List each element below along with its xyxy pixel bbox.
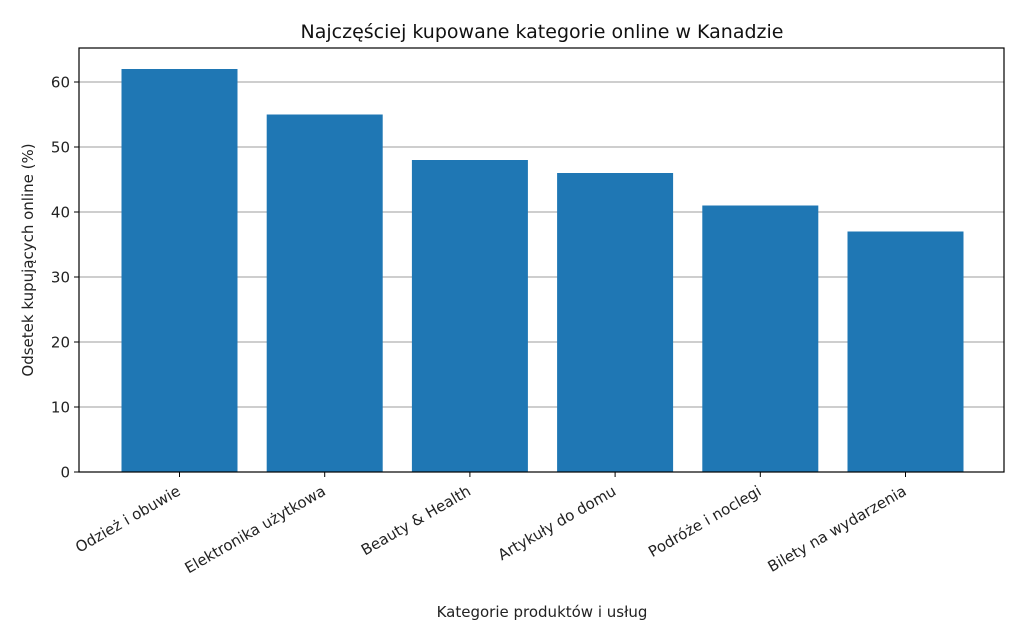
x-tick-label: Bilety na wydarzenia bbox=[765, 482, 910, 576]
bar bbox=[557, 173, 674, 472]
bar bbox=[266, 114, 383, 472]
chart-title: Najczęściej kupowane kategorie online w … bbox=[301, 21, 784, 43]
x-tick-label: Beauty & Health bbox=[358, 482, 474, 559]
y-tick-label: 60 bbox=[51, 74, 70, 92]
bars bbox=[121, 69, 964, 472]
x-tick-label: Elektronika użytkowa bbox=[182, 482, 329, 577]
y-tick-label: 10 bbox=[51, 399, 70, 417]
bar bbox=[847, 231, 964, 472]
x-tick-label: Podróże i noclegi bbox=[645, 482, 764, 561]
x-axis-title: Kategorie produktów i usług bbox=[437, 603, 648, 621]
x-tick-label: Artykuły do domu bbox=[495, 482, 619, 564]
y-tick-label: 50 bbox=[51, 139, 70, 157]
bar bbox=[702, 205, 819, 472]
y-axis-ticks: 0 10 20 30 40 50 60 bbox=[51, 74, 79, 482]
bar bbox=[121, 69, 238, 472]
y-tick-label: 20 bbox=[51, 334, 70, 352]
y-axis-title: Odsetek kupujących online (%) bbox=[19, 143, 37, 376]
y-tick-label: 0 bbox=[60, 464, 70, 482]
bar bbox=[411, 160, 528, 472]
x-tick-label: Odzież i obuwie bbox=[72, 482, 183, 557]
y-tick-label: 30 bbox=[51, 269, 70, 287]
plot-frame bbox=[78, 47, 1005, 473]
y-tick-label: 40 bbox=[51, 204, 70, 222]
